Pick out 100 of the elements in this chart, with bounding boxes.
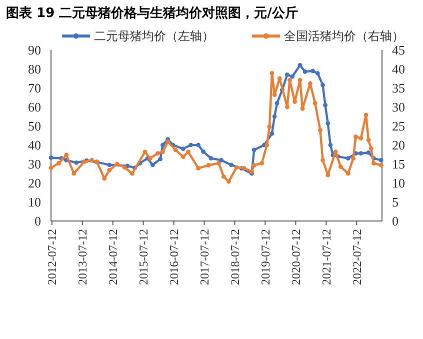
point (366, 138, 371, 142)
point (72, 171, 76, 176)
point (64, 152, 69, 158)
point (378, 162, 384, 168)
point (196, 166, 200, 170)
y-tick-label: 0 (34, 214, 41, 228)
point (302, 69, 308, 74)
y2-tick-label: 0 (392, 214, 398, 228)
point (56, 161, 61, 166)
x-tick-label: 2017-07-12 (197, 229, 212, 285)
point (90, 158, 94, 162)
legend-label: 二元母猪均价（左轴） (94, 29, 214, 44)
point (114, 162, 120, 166)
point (229, 162, 234, 168)
point (272, 92, 277, 98)
x-tick-label: 2013-07-12 (76, 229, 90, 285)
point (354, 134, 358, 139)
point (315, 71, 320, 76)
legend-label: 全国活猪均价（右轴） (284, 29, 404, 44)
point (74, 160, 79, 165)
y2-tick-label: 35 (392, 80, 405, 96)
point (277, 76, 282, 81)
point (368, 146, 374, 151)
point (364, 112, 368, 118)
x-tick-label: 2015-07-12 (136, 229, 150, 285)
point (150, 162, 155, 168)
y2-tick-label: 5 (392, 194, 398, 210)
point (160, 142, 165, 148)
point (221, 174, 226, 179)
point (48, 166, 54, 170)
point (130, 171, 134, 176)
point (320, 158, 325, 162)
point (371, 161, 376, 166)
point (196, 142, 200, 148)
point (366, 150, 371, 155)
point (156, 151, 160, 156)
point (290, 74, 295, 79)
y2-tick-label: 15 (392, 156, 405, 172)
point (180, 146, 186, 151)
y2-tick-label: 10 (392, 176, 405, 190)
y-tick-label: 30 (28, 156, 41, 172)
x-tick-label: 2019-07-12 (258, 229, 272, 285)
y-tick-label: 10 (28, 194, 41, 210)
point (310, 68, 315, 74)
point (188, 142, 194, 148)
point (107, 162, 112, 168)
point (267, 124, 272, 129)
point (216, 161, 221, 166)
point (122, 165, 127, 170)
point (328, 142, 333, 148)
point (148, 156, 152, 160)
point (274, 101, 280, 106)
point (252, 148, 256, 152)
point (351, 156, 356, 160)
y-tick-label: 50 (28, 118, 41, 134)
point (107, 168, 112, 172)
point (318, 128, 322, 132)
point (270, 70, 274, 76)
y2-tick-label: 20 (392, 138, 405, 152)
point (234, 165, 239, 170)
point (219, 158, 224, 162)
point (308, 81, 312, 86)
point (160, 150, 165, 154)
x-tick-label: 2020-07-12 (288, 229, 303, 285)
point (358, 151, 364, 156)
point (326, 121, 330, 126)
point (158, 156, 163, 162)
point (288, 78, 292, 82)
point (208, 156, 214, 160)
y2-tick-label: 30 (392, 100, 405, 114)
y-tick-label: 70 (28, 80, 41, 96)
point (300, 106, 305, 111)
y2-tick-label: 45 (392, 42, 405, 58)
point (298, 78, 302, 82)
point (226, 179, 231, 184)
y-tick-label: 20 (28, 176, 41, 190)
chart-title: 图表 19 二元母猪价格与生猪均价对照图，元/公斤 (6, 5, 298, 21)
point (346, 156, 350, 160)
point (323, 102, 328, 108)
point (173, 148, 178, 152)
point (285, 72, 290, 77)
x-tick-label: 2018-07-12 (228, 229, 242, 285)
y-tick-label: 60 (28, 100, 41, 114)
point (82, 160, 86, 164)
point (272, 114, 277, 119)
point (206, 162, 211, 168)
y-tick-label: 80 (28, 62, 41, 76)
point (346, 171, 350, 176)
point (270, 131, 274, 136)
y2-tick-label: 40 (392, 62, 405, 76)
x-tick-label: 2021-07-12 (319, 229, 334, 285)
x-tick-label: 2014-07-12 (106, 229, 120, 285)
point (285, 104, 290, 110)
point (320, 82, 325, 88)
point (48, 156, 54, 160)
y-tick-label: 90 (28, 42, 41, 58)
point (242, 166, 246, 170)
point (312, 101, 318, 106)
x-tick-label: 2012-07-12 (45, 229, 60, 285)
point (378, 158, 384, 162)
